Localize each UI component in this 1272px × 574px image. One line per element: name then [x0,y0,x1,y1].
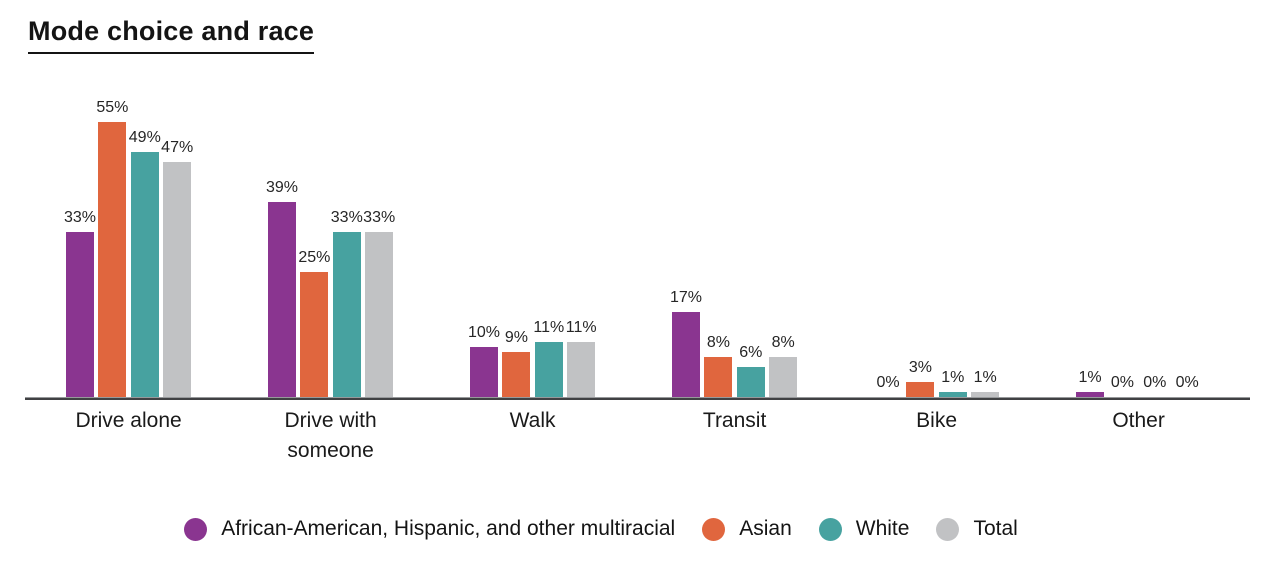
bar-value-label: 0% [1110,374,1134,391]
legend-swatch-circle-icon [702,517,726,541]
bar-value-label: 6% [739,344,763,361]
x-axis-label: Transit [702,409,767,432]
bar [736,367,765,397]
bar [704,357,733,397]
legend-item: White [818,517,910,541]
bar-value-label: 0% [1175,374,1199,391]
bar-value-label: 55% [96,99,129,116]
bar-value-label: 8% [771,334,795,351]
x-axis-label: Other [1112,409,1165,432]
bar-value-label: 3% [908,359,932,376]
bar-value-label: 25% [298,249,331,266]
bar-value-label: 11% [565,319,597,336]
bar [938,392,967,397]
x-axis-label: Drive alone [75,409,182,432]
legend-swatch-circle-icon [936,517,960,541]
bar-value-label: 8% [706,334,730,351]
bar [769,357,798,397]
bar [98,122,127,397]
bar [672,312,700,397]
bar [971,392,1000,397]
chart-legend: African-American, Hispanic, and other mu… [0,517,1272,541]
bar [332,232,361,397]
bar-chart: 33% 55% 49% 47% 39% 25% 33% 33% 10% 9% 11% 11% 17% 8%… [25,67,1250,400]
bar-value-label: 33% [330,209,363,226]
bar [470,347,498,397]
bar [300,272,329,397]
bar-value-label: 11% [533,319,565,336]
legend-label: Asian [739,517,792,540]
bar-value-label: 9% [504,329,528,346]
bar [130,152,159,397]
legend-swatch-circle-icon [818,517,842,541]
legend-swatch-circle-icon [184,517,208,541]
legend-label: Total [973,517,1018,540]
bar [534,342,563,397]
legend-item: Total [936,517,1018,541]
bar-value-label: 0% [1143,374,1167,391]
bar-value-label: 1% [973,369,997,386]
chart-title: Mode choice and race [28,16,315,54]
bar [567,342,596,397]
bar-value-label: 33% [63,209,97,226]
bar-value-label: 39% [265,179,299,196]
bar-value-label: 1% [1078,369,1102,386]
bar-value-label: 10% [467,324,501,341]
bar [906,382,935,397]
x-axis-line [25,397,1250,400]
bar [268,202,296,397]
x-axis-label: Walk [509,409,556,432]
legend-item: African-American, Hispanic, and other mu… [184,517,675,541]
bar-value-label: 1% [941,369,965,386]
legend-label: White [855,517,910,540]
x-axis-label: Drive with someone [284,409,377,462]
bar-value-label: 33% [363,209,396,226]
bar [365,232,394,397]
bar [502,352,531,397]
bar [1076,392,1104,397]
bar [66,232,94,397]
bar [163,162,192,397]
bar-value-label: 49% [128,129,161,146]
x-axis-label: Bike [916,409,958,432]
x-axis-labels: Drive alone Drive with someone Walk Transit… [25,406,1250,476]
legend-label: African-American, Hispanic, and other mu… [221,517,676,540]
legend-item: Asian [702,517,792,541]
bar-value-label: 0% [876,374,900,391]
bar-value-label: 47% [161,139,194,156]
bar-value-label: 17% [669,289,703,306]
